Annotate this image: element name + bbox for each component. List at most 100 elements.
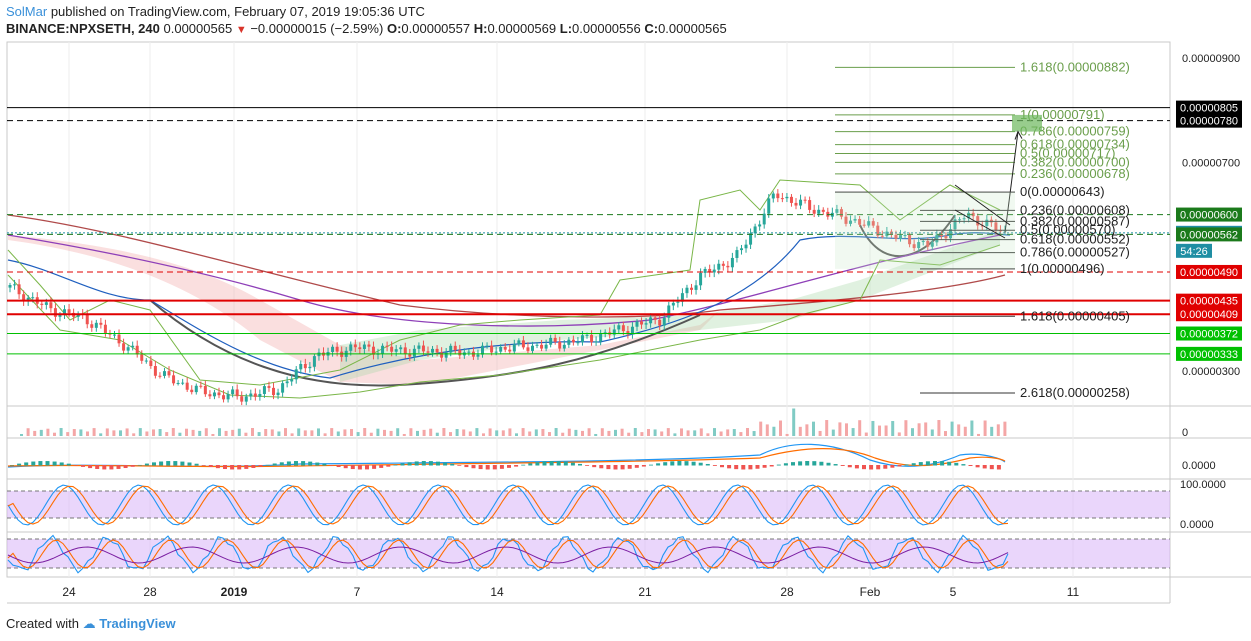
candle-body xyxy=(744,244,748,249)
candle-body xyxy=(181,382,185,384)
volume-bar xyxy=(429,428,433,436)
fib-shaded-zone xyxy=(835,192,1015,269)
macd-histogram-bar xyxy=(109,465,114,470)
price-marker-bg xyxy=(1176,346,1242,361)
bollinger-lower xyxy=(7,244,1001,399)
volume-bar xyxy=(891,421,895,436)
volume-bar xyxy=(46,428,50,436)
candle-body xyxy=(153,366,157,376)
candle-body xyxy=(290,379,294,382)
macd-histogram-bar xyxy=(698,462,703,466)
candle-body xyxy=(44,302,48,305)
volume-bar xyxy=(468,431,472,436)
candle-body xyxy=(390,346,394,352)
macd-histogram-bar xyxy=(116,465,121,469)
macd-histogram-bar xyxy=(670,461,675,466)
candle-body xyxy=(131,345,135,348)
volume-bar xyxy=(198,430,202,436)
volume-bar xyxy=(251,428,254,436)
macd-histogram-bar xyxy=(322,463,327,466)
candle-body xyxy=(449,345,453,353)
macd-histogram-bar xyxy=(847,465,852,468)
candle-body xyxy=(803,199,807,201)
volume-bar xyxy=(726,429,730,436)
candle-body xyxy=(676,301,680,303)
volume-bar xyxy=(805,424,809,436)
x-tick-label: 28 xyxy=(143,585,157,599)
macd-histogram-bar xyxy=(52,461,57,466)
candle-body xyxy=(762,213,766,225)
candle-body xyxy=(739,248,743,251)
candle-body xyxy=(917,242,921,249)
macd-histogram-bar xyxy=(854,465,859,469)
macd-histogram-bar xyxy=(31,461,36,466)
volume-bar xyxy=(435,432,439,436)
macd-histogram-bar xyxy=(357,465,362,470)
volume-bar xyxy=(561,432,565,436)
macd-histogram-bar xyxy=(592,465,597,468)
candle-body xyxy=(517,340,521,345)
price-marker-bg xyxy=(1176,293,1242,308)
volume-bar xyxy=(719,431,723,436)
candle-body xyxy=(885,231,889,237)
macd-histogram-bar xyxy=(159,461,164,466)
macd-histogram-bar xyxy=(748,465,753,470)
candle-body xyxy=(453,345,457,351)
price-marker-label: 0.00000372 xyxy=(1180,329,1238,341)
volume-bar xyxy=(26,428,30,436)
volume-bar xyxy=(996,424,1000,436)
candle-body xyxy=(262,386,266,394)
brand-name[interactable]: TradingView xyxy=(99,616,176,631)
macd-histogram-bar xyxy=(954,462,959,466)
macd-histogram-bar xyxy=(947,461,952,466)
candle-body xyxy=(808,200,812,210)
author-name[interactable]: SolMar xyxy=(6,4,48,19)
macd-histogram-bar xyxy=(286,461,291,466)
volume-bar xyxy=(666,428,670,436)
macd-histogram-bar xyxy=(549,461,554,466)
volume-bar xyxy=(455,429,459,436)
volume-bar xyxy=(383,429,386,436)
candle-body xyxy=(112,334,116,336)
volume-bar xyxy=(950,421,954,436)
macd-histogram-bar xyxy=(492,465,497,470)
volume-bar xyxy=(356,432,360,436)
x-tick-label: 5 xyxy=(950,585,957,599)
volume-bar xyxy=(977,433,980,436)
macd-histogram-bar xyxy=(918,462,923,466)
candle-body xyxy=(899,235,903,239)
high-value: 0.00000569 xyxy=(487,21,557,36)
candle-body xyxy=(385,345,389,347)
macd-histogram-bar xyxy=(81,465,85,467)
candle-body xyxy=(603,332,607,334)
candle-body xyxy=(540,344,544,349)
volume-bar xyxy=(20,434,23,436)
candle-body xyxy=(40,303,44,305)
candle-body xyxy=(794,202,798,206)
volume-bar xyxy=(244,432,248,436)
macd-axis-label: 0.0000 xyxy=(1182,460,1216,472)
volume-bar xyxy=(574,429,578,436)
candle-body xyxy=(967,212,971,219)
macd-histogram-bar xyxy=(38,461,43,466)
macd-histogram-bar xyxy=(10,465,14,466)
bollinger-upper xyxy=(7,179,1001,386)
volume-bar xyxy=(521,428,525,436)
candle-body xyxy=(99,322,103,325)
macd-histogram-bar xyxy=(180,461,185,466)
rsi-line xyxy=(7,546,1009,564)
volume-bar xyxy=(330,428,334,436)
volume-bar xyxy=(970,420,974,436)
candle-body xyxy=(508,349,512,352)
macd-histogram-bar xyxy=(173,461,178,466)
price-change: −0.00000015 (−2.59%) xyxy=(250,21,384,36)
volume-bar xyxy=(297,428,301,436)
price-marker-bg xyxy=(1176,326,1242,341)
candle-body xyxy=(212,392,216,397)
candle-body xyxy=(530,345,534,351)
volume-bar xyxy=(165,432,169,436)
volume-bar xyxy=(508,428,512,436)
candle-body xyxy=(758,224,762,227)
macd-histogram-bar xyxy=(514,465,519,467)
